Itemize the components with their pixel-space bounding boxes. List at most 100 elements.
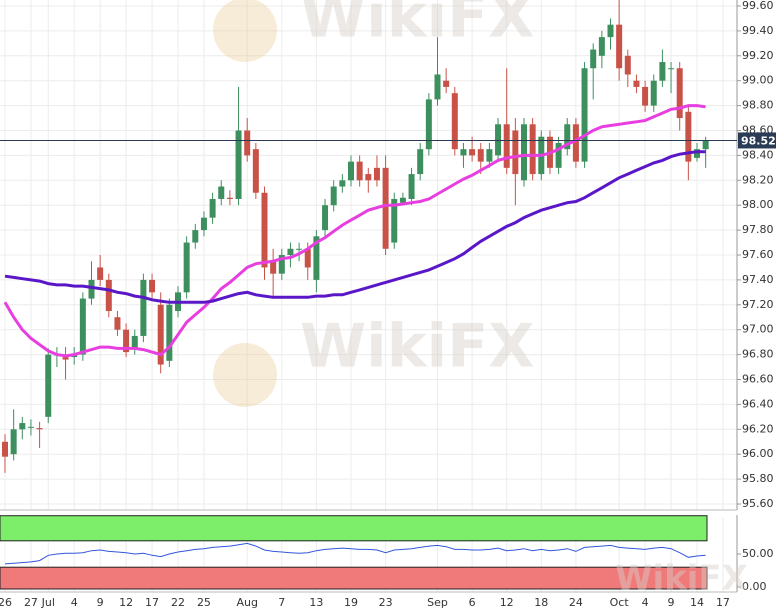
candle-body: [685, 111, 692, 162]
candle-body: [659, 62, 666, 81]
candle-body: [676, 68, 683, 119]
candle-body: [157, 304, 164, 365]
candle-body: [598, 37, 605, 56]
candle-body: [105, 279, 112, 312]
y-tick-label: 96.00: [742, 447, 774, 460]
y-tick-label: 95.80: [742, 472, 774, 485]
candle-body: [702, 140, 709, 150]
y-tick-label: 97.80: [742, 223, 774, 236]
y-tick-label: 98.80: [742, 99, 774, 112]
x-tick-label: 22: [171, 596, 185, 609]
y-tick-label: 97.00: [742, 323, 774, 336]
y-tick-label: 99.40: [742, 24, 774, 37]
candle-body: [19, 423, 26, 430]
candle-body: [607, 24, 614, 38]
candle-body: [235, 130, 242, 199]
x-tick-label: 4: [642, 596, 649, 609]
candle-body: [399, 197, 406, 203]
candle-body: [477, 149, 484, 162]
candle-body: [330, 186, 337, 206]
candle-body: [140, 279, 147, 336]
candle-body: [469, 149, 476, 156]
x-tick-label: 6: [469, 596, 476, 609]
candle-body: [495, 124, 502, 156]
x-tick-label: Jul: [41, 596, 55, 609]
candle-body: [572, 124, 579, 162]
x-tick-label: 12: [500, 596, 514, 609]
last-price-label: 98.52: [741, 134, 776, 147]
candle-body: [564, 124, 571, 150]
y-tick-label: 98.20: [742, 173, 774, 186]
candle-body: [694, 149, 700, 158]
candle-body: [62, 357, 69, 360]
x-tick-label: 18: [534, 596, 548, 609]
candle-body: [529, 124, 536, 175]
upper-zone: [0, 515, 708, 542]
watermark-group: WikiFX WikiFX WikiFX: [213, 0, 748, 599]
candle-body: [183, 242, 190, 293]
y-tick-label: 96.40: [742, 397, 774, 410]
y-tick-label: 99.20: [742, 49, 774, 62]
candle-body: [131, 335, 138, 349]
indicator-line: [4, 542, 706, 565]
x-tick-label: 26: [0, 596, 12, 609]
y-tick-label: 97.60: [742, 248, 774, 261]
candle-body: [252, 149, 259, 193]
x-tick-label: 7: [278, 596, 285, 609]
watermark: WikiFX: [300, 312, 534, 382]
x-tick-label: 4: [71, 596, 78, 609]
moving-average: [4, 150, 706, 304]
x-tick-label: 14: [690, 596, 704, 609]
y-tick-label: 98.00: [742, 198, 774, 211]
candle-body: [200, 217, 207, 231]
candle-body: [304, 248, 311, 268]
x-tick-label: Oct: [610, 596, 630, 609]
candle-body: [486, 149, 493, 162]
candle-body: [287, 248, 294, 255]
candle-body: [36, 428, 43, 430]
candle-body: [624, 55, 631, 75]
candle-body: [451, 93, 458, 150]
y-tick-label: 96.80: [742, 348, 774, 361]
candle-body: [590, 49, 597, 69]
candle-body: [581, 68, 588, 162]
y-tick-label: 99.60: [742, 0, 774, 12]
candle-body: [97, 267, 104, 280]
candle-body: [218, 186, 225, 199]
candle-body: [114, 317, 121, 330]
y-tick-label: 99.00: [742, 74, 774, 87]
candle-body: [322, 205, 329, 231]
last-price-box: [738, 132, 776, 149]
candle-body: [503, 124, 510, 168]
x-tick-label: 19: [344, 596, 358, 609]
candle-body: [270, 261, 277, 274]
watermark: WikiFX: [300, 0, 534, 52]
candle-body: [425, 99, 432, 150]
candle-body: [417, 149, 424, 175]
candle-body: [88, 279, 95, 299]
candle-body: [460, 149, 467, 156]
candle-body: [149, 279, 156, 293]
candle-body: [339, 180, 346, 187]
candle-body: [348, 161, 354, 181]
candle-body: [391, 198, 398, 243]
x-tick-label: 27: [24, 596, 38, 609]
y-tick-label: 97.40: [742, 273, 774, 286]
candle-body: [45, 354, 52, 417]
candle-body: [650, 80, 657, 106]
candle-body: [296, 248, 303, 250]
candle-body: [668, 68, 675, 70]
candle-body: [2, 441, 8, 457]
candle-body: [521, 124, 527, 181]
candle-body: [642, 86, 649, 106]
candle-body: [408, 174, 415, 199]
candle-body: [27, 426, 34, 428]
candle-body: [261, 192, 268, 268]
y-tick-label: 50.00: [742, 547, 774, 560]
x-tick-label: 12: [119, 596, 133, 609]
candle-body: [365, 174, 372, 181]
y-tick-label: 96.20: [742, 422, 774, 435]
candle-body: [373, 167, 380, 181]
x-tick-label: 24: [569, 596, 583, 609]
candle-body: [512, 130, 519, 175]
